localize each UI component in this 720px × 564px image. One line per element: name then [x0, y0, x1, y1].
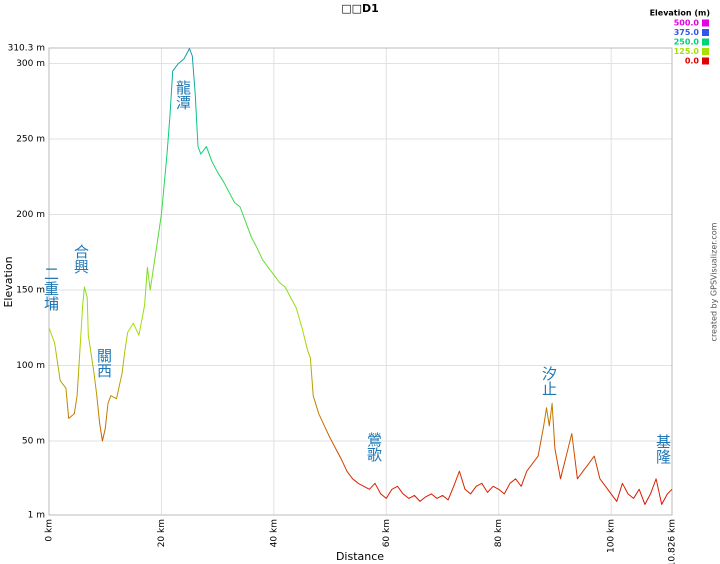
x-tick-label: 0 km — [45, 519, 55, 542]
legend-swatch — [702, 29, 709, 36]
y-tick-label: 100 m — [16, 361, 45, 371]
y-tick-label: 310.3 m — [8, 44, 45, 54]
place-annotation: 二重埔 — [42, 266, 60, 311]
x-tick-label: 100 km — [607, 519, 617, 553]
plot-frame — [48, 47, 673, 516]
legend-label: 375.0 — [674, 28, 700, 37]
credit: created by GPSVisualizer.com — [710, 222, 719, 341]
elevation-line — [48, 48, 673, 505]
x-tick-label: 80 km — [494, 519, 504, 547]
x-tick-label: 60 km — [382, 519, 392, 547]
y-tick-label: 300 m — [16, 59, 45, 69]
chart-title: □□D1 — [341, 2, 379, 15]
y-tick-label: 1 m — [28, 511, 45, 521]
legend-title: Elevation (m) — [650, 9, 710, 18]
y-tick-label: 150 m — [16, 286, 45, 296]
x-tick-label: 20 km — [157, 519, 167, 547]
place-annotation: 鶯歌 — [365, 432, 383, 462]
legend-label: 125.0 — [674, 47, 700, 56]
legend-label: 250.0 — [674, 38, 700, 47]
place-annotation: 基隆 — [654, 434, 672, 464]
legend-label: 500.0 — [674, 19, 700, 28]
legend-label: 0.0 — [685, 57, 700, 66]
legend-swatch — [702, 48, 709, 55]
y-axis-label: Elevation — [2, 256, 15, 307]
x-tick-label: 40 km — [269, 519, 279, 547]
x-axis-label: Distance — [336, 550, 384, 563]
y-tick-label: 50 m — [22, 437, 45, 447]
x-tick-label: 110.826 km — [668, 519, 678, 564]
place-annotation: 龍潭 — [174, 80, 192, 110]
legend-swatch — [702, 19, 709, 27]
place-annotation: 汐止 — [540, 366, 558, 396]
legend-swatch — [702, 57, 709, 65]
y-tick-label: 200 m — [16, 210, 45, 220]
legend-swatch — [702, 38, 709, 46]
place-annotation: 關西 — [95, 348, 113, 378]
y-tick-label: 250 m — [16, 135, 45, 145]
place-annotation: 合興 — [72, 244, 90, 274]
